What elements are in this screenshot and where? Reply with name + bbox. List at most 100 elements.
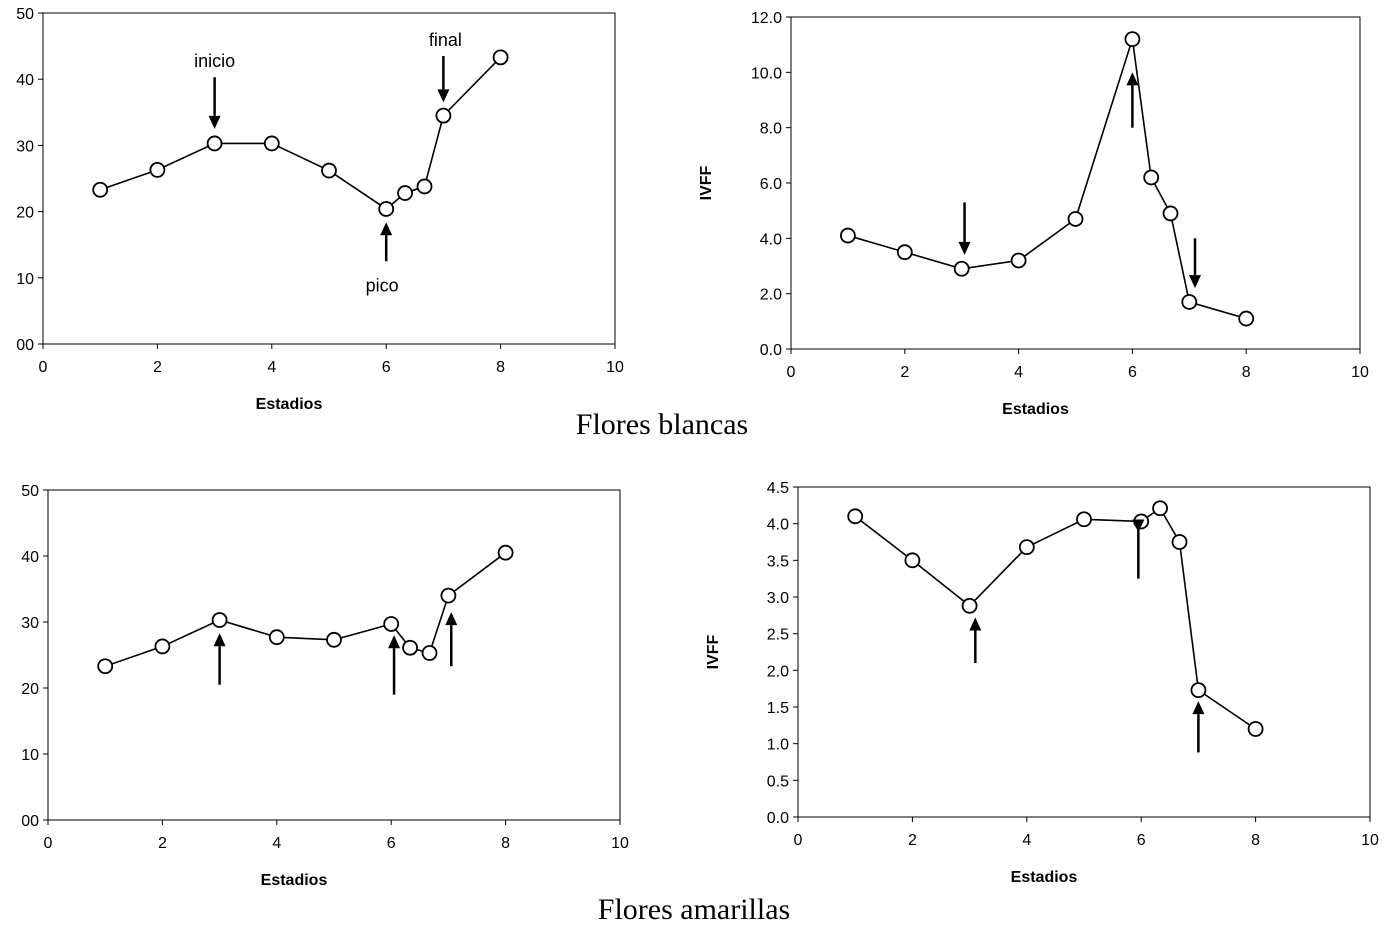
arrow-head-icon — [1188, 275, 1201, 289]
x-tick-label: 6 — [382, 359, 391, 376]
x-tick-label: 2 — [153, 359, 162, 376]
x-tick-label: 4 — [267, 359, 276, 376]
data-point — [1190, 682, 1207, 699]
plot-frame — [42, 12, 616, 345]
annotation-inicio: inicio — [194, 51, 235, 71]
x-axis-title: Estadios — [261, 872, 328, 889]
data-point — [1247, 721, 1264, 737]
y-tick-label: 2.0 — [760, 287, 782, 304]
data-point — [383, 616, 400, 632]
data-point — [97, 658, 114, 675]
x-tick-label: 6 — [387, 835, 396, 852]
x-tick-label: 2 — [158, 835, 167, 852]
y-tick-label: 3.0 — [767, 590, 789, 607]
y-tick-label: 2.0 — [767, 663, 789, 680]
plot-frame — [790, 16, 1361, 350]
y-axis-title: IVFF — [705, 634, 722, 669]
arrow-head-icon — [208, 115, 221, 129]
data-point — [953, 260, 970, 277]
data-point — [1162, 205, 1179, 222]
x-tick-label: 8 — [1242, 364, 1251, 381]
y-tick-label: 1.0 — [767, 737, 789, 754]
arrow-head-icon — [958, 241, 971, 255]
x-axis-title: Estadios — [256, 396, 323, 413]
data-point — [268, 629, 285, 646]
data-point — [211, 612, 228, 628]
annotation-final: final — [429, 30, 462, 50]
series-line — [104, 552, 507, 667]
y-tick-label: 00 — [21, 813, 39, 830]
data-point — [1067, 211, 1084, 227]
y-tick-label: 50 — [16, 6, 34, 23]
y-tick-label: 20 — [16, 205, 34, 222]
data-point — [326, 631, 342, 648]
x-tick-label: 2 — [908, 832, 917, 849]
annotation-pico: pico — [366, 275, 399, 295]
y-tick-label: 0.0 — [767, 810, 789, 827]
x-tick-label: 6 — [1128, 364, 1137, 381]
y-tick-label: 30 — [21, 615, 39, 632]
series-line — [99, 56, 502, 210]
data-point — [847, 508, 864, 525]
arrow-head-icon — [1126, 72, 1139, 86]
data-point — [435, 107, 452, 124]
x-tick-label: 8 — [501, 835, 510, 852]
y-tick-label: 20 — [21, 681, 39, 698]
y-tick-label: 30 — [16, 138, 34, 155]
series-line — [854, 507, 1257, 730]
data-point — [497, 544, 514, 561]
x-tick-label: 8 — [1251, 832, 1260, 849]
data-point — [1143, 169, 1160, 186]
y-tick-label: 2.5 — [767, 627, 789, 644]
x-tick-label: 10 — [611, 835, 629, 852]
y-tick-label: 1.5 — [767, 700, 789, 717]
data-point — [1076, 511, 1092, 528]
data-point — [416, 178, 433, 195]
data-point — [206, 135, 223, 152]
data-point — [92, 181, 109, 198]
x-tick-label: 10 — [1361, 832, 1379, 849]
data-point — [840, 227, 856, 244]
y-tick-label: 50 — [21, 483, 39, 500]
y-axis-title: IVFF — [698, 165, 715, 200]
x-tick-label: 0 — [794, 832, 803, 849]
arrow-head-icon — [388, 635, 401, 649]
x-tick-label: 10 — [1351, 364, 1369, 381]
arrow-head-icon — [213, 633, 226, 647]
y-tick-label: 40 — [16, 72, 34, 89]
y-tick-label: 0.5 — [767, 773, 789, 790]
x-tick-label: 0 — [787, 364, 796, 381]
arrow-head-icon — [437, 89, 450, 103]
data-point — [402, 639, 418, 656]
data-point — [904, 552, 921, 569]
chart-4: 0 2 4 6 8 10 0.0 0.5 1.0 1.5 2.0 2.5 3.0 3.5 4.0 4.5 Est… — [705, 480, 1379, 886]
y-tick-label: 4.0 — [760, 231, 782, 248]
data-point — [492, 49, 509, 66]
data-point — [1124, 31, 1141, 48]
data-point — [321, 162, 337, 179]
data-point — [1238, 310, 1255, 327]
x-tick-label: 4 — [1022, 832, 1031, 849]
caption-flores-blancas: Flores blancas — [576, 408, 748, 441]
data-point — [1171, 534, 1188, 550]
series-line — [847, 38, 1247, 320]
chart-3: 0 2 4 6 8 10 00 10 20 30 40 50 Estadios — [21, 483, 629, 889]
y-tick-label: 10 — [16, 271, 34, 288]
x-tick-label: 0 — [44, 835, 53, 852]
plot-frame — [47, 489, 621, 821]
y-tick-label: 4.5 — [767, 480, 789, 497]
x-tick-label: 10 — [606, 359, 624, 376]
data-point — [1010, 252, 1027, 269]
x-tick-label: 4 — [1014, 364, 1023, 381]
data-point — [149, 161, 166, 178]
y-tick-label: 10 — [21, 747, 39, 764]
data-point — [154, 638, 171, 655]
y-tick-label: 3.5 — [767, 553, 789, 570]
data-point — [397, 185, 413, 201]
data-point — [421, 645, 438, 661]
arrow-head-icon — [380, 222, 393, 236]
caption-flores-amarillas: Flores amarillas — [598, 893, 790, 926]
x-tick-label: 6 — [1137, 832, 1146, 849]
x-tick-label: 2 — [900, 364, 909, 381]
